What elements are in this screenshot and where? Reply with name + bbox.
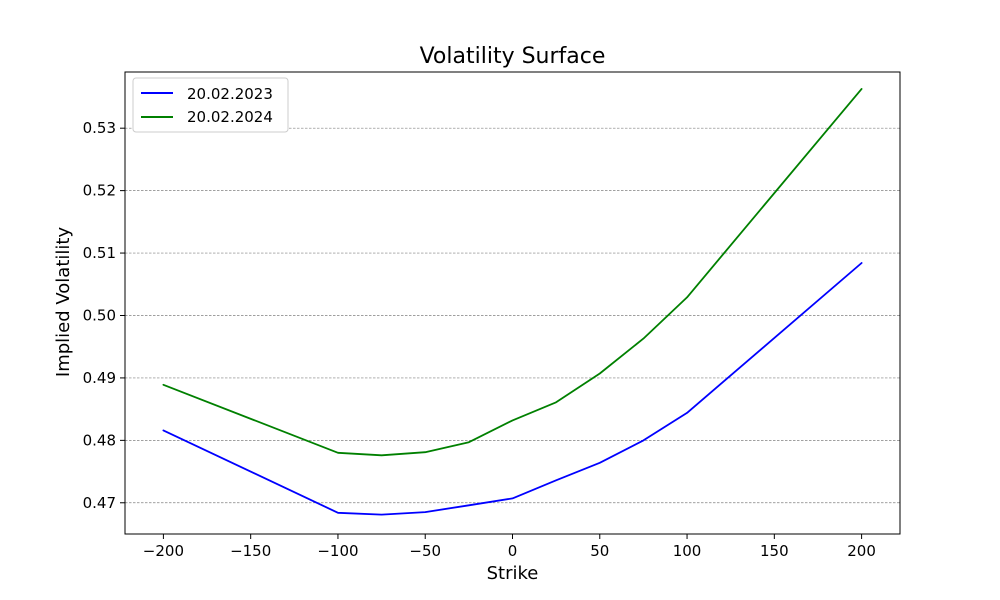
x-tick-label: 150 [760, 542, 789, 560]
chart-title: Volatility Surface [420, 44, 606, 69]
series-line-20-02-2023 [162, 262, 863, 516]
x-tick-label: 0 [508, 542, 518, 560]
y-tick-label: 0.50 [83, 306, 116, 324]
y-tick-label: 0.52 [83, 182, 116, 200]
y-axis-ticks: 0.47 0.48 0.49 0.50 0.51 0.52 0.53 [83, 119, 125, 512]
x-tick-label: 50 [590, 542, 609, 560]
legend-label-20-02-2023: 20.02.2023 [187, 85, 273, 103]
series-lines [162, 88, 863, 516]
y-tick-label: 0.47 [83, 494, 116, 512]
grid-lines [125, 127, 900, 504]
x-axis-label: Strike [487, 563, 539, 584]
legend-label-20-02-2024: 20.02.2024 [187, 108, 273, 126]
y-axis-label: Implied Volatility [53, 227, 74, 378]
y-tick-label: 0.51 [83, 244, 116, 262]
x-tick-label: −150 [230, 542, 271, 560]
x-tick-label: −100 [317, 542, 358, 560]
x-tick-label: −200 [143, 542, 184, 560]
x-axis-ticks: −200 −150 −100 −50 0 50 100 150 200 [143, 534, 876, 560]
x-tick-label: 200 [847, 542, 876, 560]
x-tick-label: −50 [409, 542, 441, 560]
series-line-20-02-2024 [162, 88, 863, 457]
y-tick-label: 0.53 [83, 119, 116, 137]
legend: 20.02.2023 20.02.2024 [132, 77, 289, 133]
y-tick-label: 0.48 [83, 431, 116, 449]
legend-box [132, 77, 289, 133]
y-tick-label: 0.49 [83, 369, 116, 387]
x-tick-label: 100 [673, 542, 702, 560]
